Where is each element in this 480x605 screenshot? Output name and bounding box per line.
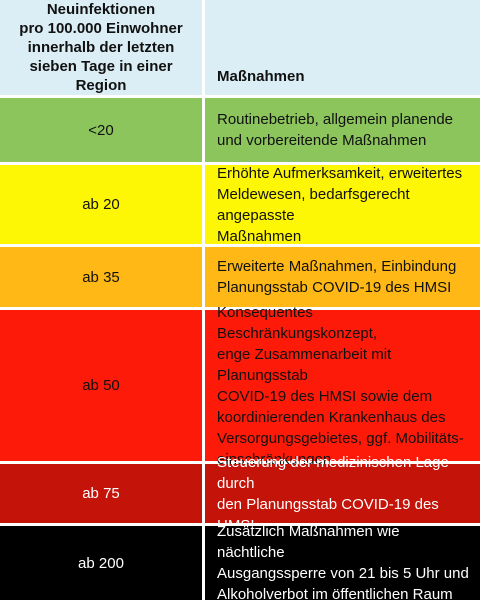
measures-header-label: Maßnahmen — [217, 68, 305, 85]
threshold-cell: ab 20 — [0, 165, 205, 247]
measures-cell: Routinebetrieb, allgemein planende und v… — [205, 98, 480, 165]
threshold-cell: <20 — [0, 98, 205, 165]
threshold-label: ab 200 — [78, 554, 124, 572]
measures-text: Steuerung der medizinischen Lage durch d… — [217, 453, 449, 534]
measures-text: Erhöhte Aufmerksamkeit, erweitertes Meld… — [217, 164, 463, 245]
incidence-column-header: Neuinfektionen pro 100.000 Einwohner inn… — [0, 0, 205, 98]
threshold-label: ab 20 — [82, 196, 120, 213]
threshold-label: ab 35 — [82, 268, 120, 286]
threshold-cell: ab 35 — [0, 247, 205, 310]
measures-cell: Steuerung der medizinischen Lage durch d… — [205, 454, 480, 534]
measures-text: Routinebetrieb, allgemein planende und v… — [217, 111, 454, 149]
threshold-cell: ab 75 — [0, 464, 205, 526]
measures-column-header: Maßnahmen — [205, 0, 480, 98]
measures-text: Konsequentes Beschränkungskonzept, enge … — [217, 303, 464, 468]
measures-cell: Zusätzlich Maßnahmen wie nächtliche Ausg… — [205, 523, 480, 603]
measures-text: Zusätzlich Maßnahmen wie nächtliche Ausg… — [217, 523, 469, 603]
threshold-label: ab 75 — [82, 485, 120, 502]
measures-cell: Erhöhte Aufmerksamkeit, erweitertes Meld… — [205, 165, 480, 247]
measures-cell: Konsequentes Beschränkungskonzept, enge … — [205, 304, 480, 468]
measures-text: Erweiterte Maßnahmen, Einbindung Planung… — [217, 258, 457, 296]
threshold-label: ab 50 — [82, 377, 120, 394]
threshold-label: <20 — [88, 121, 114, 139]
threshold-cell: ab 50 — [0, 310, 205, 464]
threshold-cell: ab 200 — [0, 526, 205, 600]
measures-cell: Erweiterte Maßnahmen, Einbindung Planung… — [205, 247, 480, 310]
incidence-header-label: Neuinfektionen pro 100.000 Einwohner inn… — [19, 1, 183, 94]
